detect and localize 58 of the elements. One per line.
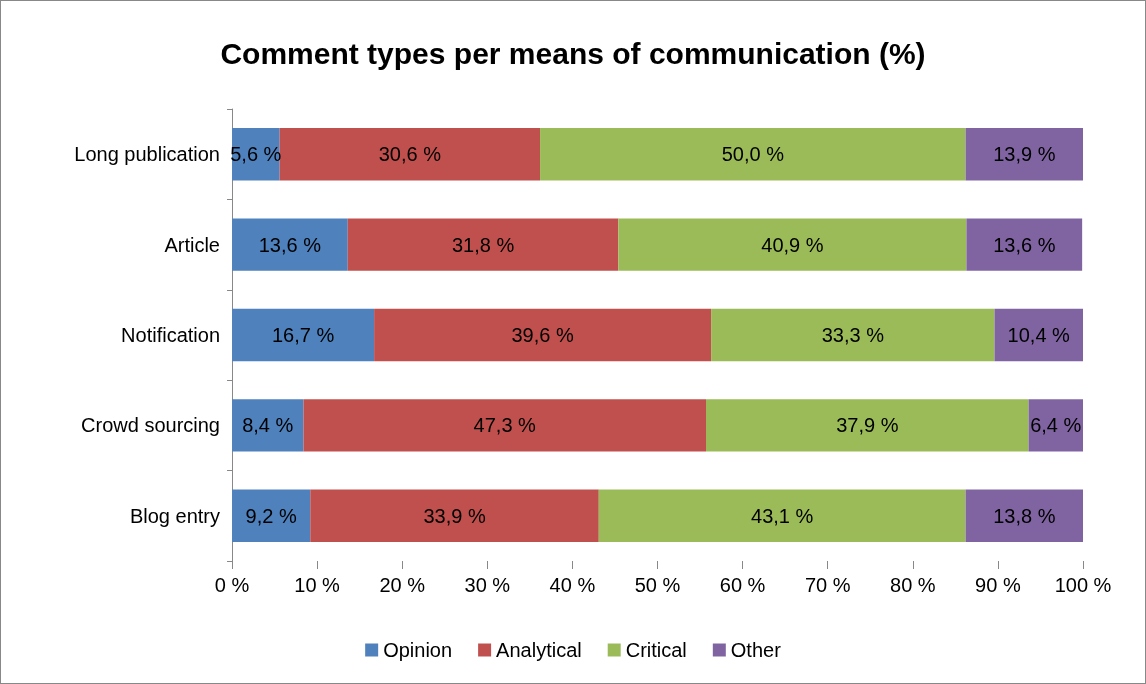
data-label: 8,4 % — [242, 414, 294, 437]
x-tick-label: 10 % — [294, 574, 341, 596]
x-tick-label: 100 % — [1054, 574, 1112, 596]
bar — [279, 127, 541, 181]
data-label: 31,8 % — [451, 233, 515, 256]
bar — [232, 308, 375, 362]
chart-title: Comment types per means of communication (%) — [220, 36, 926, 70]
x-tick-label: 40 % — [549, 574, 596, 596]
data-label: 40,9 % — [761, 233, 824, 256]
x-tick-label: 20 % — [379, 574, 426, 596]
bar — [598, 489, 966, 543]
data-label: 13,8 % — [993, 504, 1056, 527]
x-tick-label: 30 % — [464, 574, 511, 596]
bar — [540, 127, 966, 181]
data-label: 37,9 % — [836, 414, 899, 437]
bar — [310, 489, 599, 543]
legend-label: Other — [730, 639, 782, 661]
bar — [232, 218, 348, 271]
data-label: 33,3 % — [821, 324, 885, 346]
data-label: 6,4 % — [1030, 414, 1082, 437]
data-label: 13,6 % — [258, 233, 322, 256]
legend-label: Analytical — [496, 639, 582, 661]
x-tick-label: 60 % — [719, 574, 766, 596]
bar — [618, 218, 967, 271]
y-tick-label: Article — [164, 233, 220, 256]
x-tick-label: 90 % — [975, 574, 1021, 596]
data-label: 16,7 % — [271, 324, 335, 346]
bar — [303, 399, 707, 452]
data-label: 13,6 % — [993, 233, 1056, 256]
bar — [706, 399, 1029, 452]
bar — [965, 489, 1083, 543]
data-label: 47,3 % — [473, 414, 537, 437]
x-tick-label: 0 % — [214, 574, 250, 596]
bar — [374, 308, 712, 362]
x-tick-label: 50 % — [634, 574, 681, 596]
x-tick-label: 70 % — [804, 574, 851, 596]
bar — [232, 399, 304, 452]
data-label: 10,4 % — [1007, 324, 1071, 346]
bar — [994, 308, 1083, 362]
data-label: 9,2 % — [245, 504, 297, 527]
bar — [965, 127, 1083, 181]
data-label: 33,9 % — [423, 504, 486, 527]
legend-label: Critical — [625, 639, 687, 661]
bar — [711, 308, 995, 362]
bar — [966, 218, 1083, 271]
data-label: 39,6 % — [511, 324, 574, 346]
data-label: 43,1 % — [751, 504, 814, 527]
y-tick-label: Blog entry — [129, 504, 220, 527]
bar — [347, 218, 619, 271]
bar — [232, 489, 311, 543]
y-tick-label: Notification — [121, 324, 220, 346]
y-tick-label: Crowd sourcing — [81, 414, 220, 437]
data-label: 50,0 % — [721, 143, 785, 166]
data-label: 30,6 % — [378, 143, 442, 166]
y-tick-label: Long publication — [74, 143, 220, 166]
x-tick-label: 80 % — [890, 574, 936, 596]
legend-label: Opinion — [383, 639, 453, 661]
data-label: 13,9 % — [993, 143, 1056, 166]
